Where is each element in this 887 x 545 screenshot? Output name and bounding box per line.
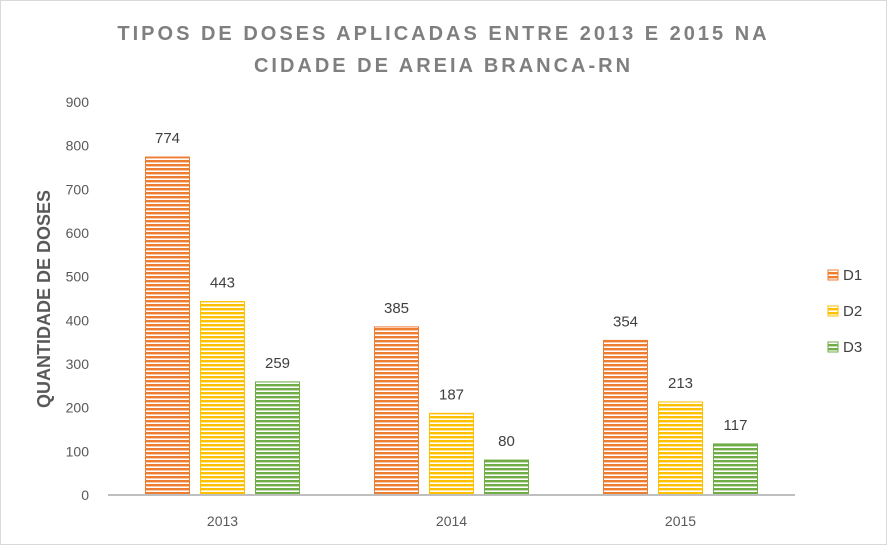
legend-swatch — [827, 305, 839, 317]
bar-d2-2013 — [200, 301, 245, 496]
legend-label: D3 — [843, 339, 862, 356]
chart-title: TIPOS DE DOSES APLICADAS ENTRE 2013 E 20… — [0, 18, 887, 82]
y-axis-ticks: 0 100 200 300 400 500 600 700 800 900 — [66, 94, 90, 503]
data-label-d3-2013: 259 — [265, 355, 290, 372]
x-tick-label: 2015 — [665, 513, 696, 529]
data-label-d3-2015: 117 — [724, 417, 748, 434]
legend-item-d3: D3 — [827, 339, 862, 356]
legend-label: D2 — [843, 303, 862, 320]
y-tick-label: 200 — [66, 400, 90, 416]
x-tick-label: 2013 — [207, 513, 238, 529]
data-label-d2-2014: 187 — [439, 386, 464, 403]
data-label-d2-2015: 213 — [668, 375, 693, 392]
y-tick-label: 800 — [66, 138, 90, 154]
x-tick-label: 2014 — [436, 513, 467, 529]
legend-label: D1 — [843, 267, 862, 284]
bar-d2-2015 — [658, 401, 703, 496]
legend-swatch — [827, 341, 839, 353]
bar-d1-2014 — [374, 326, 419, 496]
data-labels: 774 443 259 385 187 80 354 213 117 — [155, 130, 747, 450]
y-tick-label: 400 — [66, 312, 90, 328]
y-tick-label: 0 — [81, 487, 89, 503]
data-label-d1-2015: 354 — [613, 313, 638, 330]
y-tick-label: 500 — [66, 269, 90, 285]
chart-title-line-1: TIPOS DE DOSES APLICADAS ENTRE 2013 E 20… — [117, 23, 770, 45]
x-axis-ticks: 2013 2014 2015 — [207, 513, 696, 529]
chart-title-line-2: CIDADE DE AREIA BRANCA-RN — [253, 55, 634, 77]
bar-d3-2013 — [255, 381, 300, 496]
y-axis-title-group: QUANTIDADE DE DOSES — [34, 190, 54, 408]
data-label-d1-2014: 385 — [384, 300, 409, 317]
data-label-d2-2013: 443 — [210, 275, 235, 292]
bar-d2-2014 — [429, 412, 474, 496]
bar-d1-2015 — [603, 339, 648, 496]
y-axis-title: QUANTIDADE DE DOSES — [34, 190, 54, 408]
y-tick-label: 700 — [66, 181, 90, 197]
y-tick-label: 900 — [66, 94, 90, 110]
y-tick-label: 100 — [66, 443, 90, 459]
data-label-d1-2013: 774 — [155, 130, 180, 147]
bar-d3-2015 — [713, 443, 758, 496]
legend-swatch — [827, 269, 839, 281]
bar-d1-2013 — [145, 156, 190, 496]
bar-d3-2014 — [484, 459, 529, 496]
legend-item-d2: D2 — [827, 303, 862, 320]
bars — [145, 156, 758, 496]
legend: D1 D2 D3 — [827, 267, 862, 356]
data-label-d3-2014: 80 — [498, 433, 515, 450]
y-tick-label: 300 — [66, 356, 90, 372]
y-tick-label: 600 — [66, 225, 90, 241]
legend-item-d1: D1 — [827, 267, 862, 284]
